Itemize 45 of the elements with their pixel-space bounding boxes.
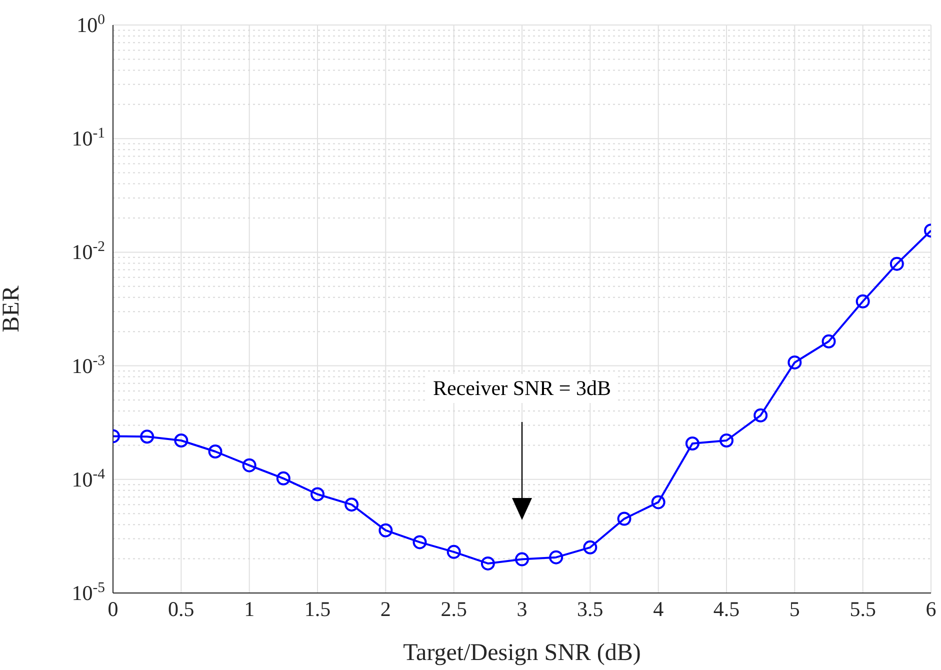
- point: [378, 523, 393, 538]
- point: [720, 434, 734, 448]
- point: [480, 556, 495, 570]
- x-axis-title: Target/Design SNR (dB): [403, 640, 641, 666]
- y-tick-label: 10$^{-3}$: [72, 352, 105, 378]
- x-tick-label: 1.5: [304, 596, 331, 621]
- x-tick-label: 0: [108, 596, 118, 621]
- x-tick-label: 3.5: [577, 596, 604, 621]
- x-tick-label: 2.5: [440, 596, 467, 621]
- y-tick-label: 10$^{-2}$: [72, 239, 105, 264]
- point: [822, 334, 836, 348]
- point: [549, 550, 564, 564]
- y-tick-label: 10$^{-1}$: [72, 126, 105, 151]
- point: [583, 540, 598, 554]
- point: [140, 430, 154, 444]
- point: [890, 256, 904, 271]
- point: [446, 544, 461, 559]
- point: [617, 512, 632, 526]
- x-tick-label: 3: [516, 596, 528, 621]
- point: [276, 471, 290, 486]
- point: [754, 408, 768, 422]
- x-tick-label: 1: [244, 596, 255, 621]
- point: [242, 458, 256, 472]
- x-tick-label: 4.5: [713, 596, 740, 621]
- x-tick-label: 4: [653, 596, 664, 621]
- x-tick-label: 0.5: [168, 596, 194, 621]
- point: [412, 535, 427, 550]
- point: [651, 495, 666, 510]
- point: [856, 294, 870, 308]
- point: [515, 552, 529, 566]
- point: [685, 436, 700, 451]
- y-tick-label: 10$^{-5}$: [72, 580, 105, 605]
- point: [344, 498, 359, 512]
- x-tick-label: 6: [926, 596, 936, 621]
- annotation: Receiver SNR = 3dB: [426, 374, 618, 403]
- point: [208, 444, 222, 459]
- x-tick-label: 2: [380, 596, 391, 621]
- x-tick-label: 5.5: [850, 596, 876, 621]
- y-tick-label: 10$^{0}$: [76, 12, 105, 37]
- point: [310, 487, 324, 502]
- point: [788, 355, 802, 370]
- x-tick-label: 5: [789, 596, 800, 621]
- point: [174, 434, 188, 448]
- y-tick-label: 10$^{-4}$: [72, 466, 106, 492]
- y-axis-title: BER: [0, 286, 25, 332]
